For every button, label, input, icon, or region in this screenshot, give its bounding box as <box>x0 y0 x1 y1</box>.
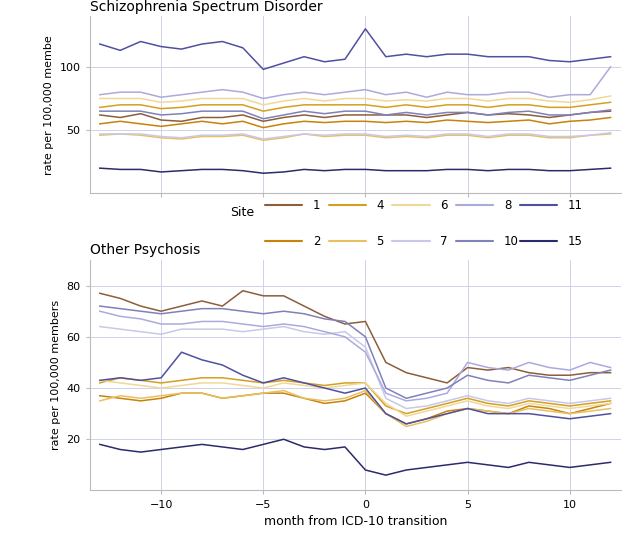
Text: 8: 8 <box>504 199 511 212</box>
Text: Site: Site <box>230 205 254 219</box>
Text: 7: 7 <box>440 235 448 248</box>
Text: 11: 11 <box>568 199 582 212</box>
Text: Other Psychosis: Other Psychosis <box>90 244 200 258</box>
Text: 1: 1 <box>313 199 320 212</box>
Text: 4: 4 <box>376 199 384 212</box>
Y-axis label: rate per 100,000 membe: rate per 100,000 membe <box>44 35 54 175</box>
Text: 2: 2 <box>313 235 320 248</box>
Y-axis label: rate per 100,000 members: rate per 100,000 members <box>51 300 61 450</box>
Text: Schizophrenia Spectrum Disorder: Schizophrenia Spectrum Disorder <box>90 0 322 13</box>
Text: 5: 5 <box>376 235 384 248</box>
Text: 15: 15 <box>568 235 582 248</box>
Text: 6: 6 <box>440 199 448 212</box>
Text: 10: 10 <box>504 235 519 248</box>
X-axis label: month from ICD-10 transition: month from ICD-10 transition <box>264 515 447 528</box>
